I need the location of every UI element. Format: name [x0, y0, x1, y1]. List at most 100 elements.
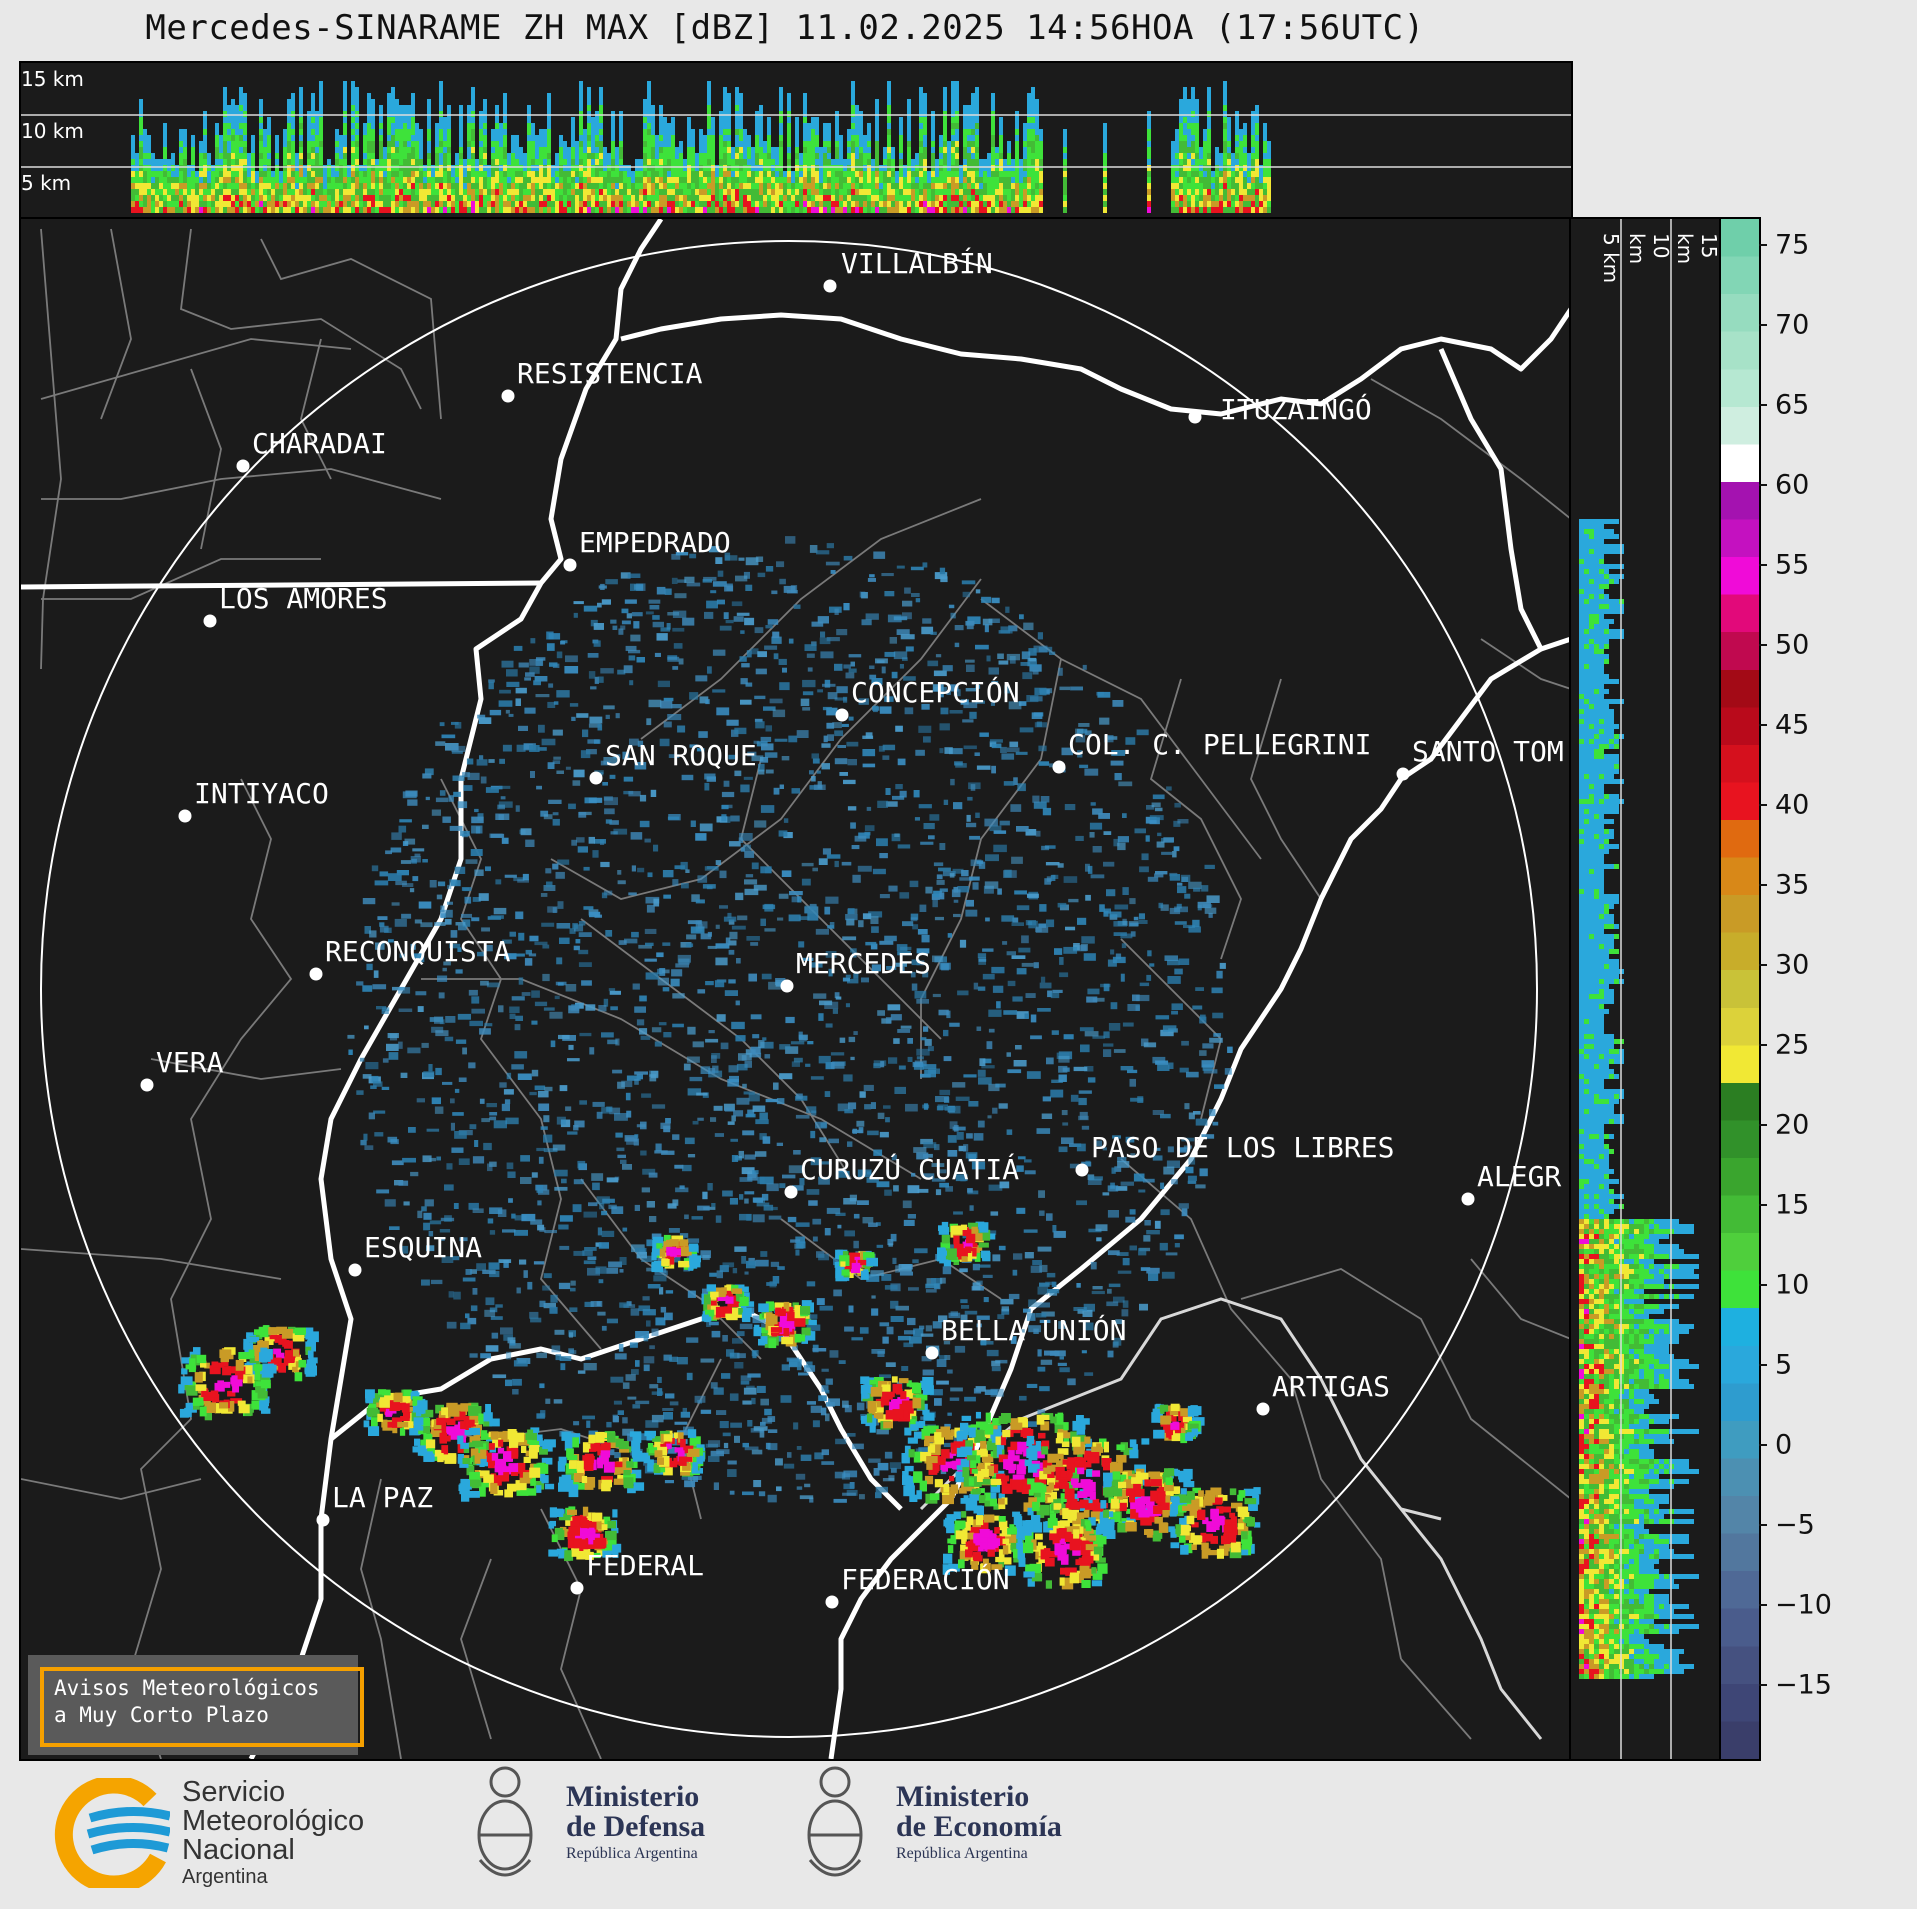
city-federal: FEDERAL [586, 1549, 705, 1582]
radar-echoes [178, 536, 1261, 1590]
city-paso-de-los-libres: PASO DE LOS LIBRES [1091, 1131, 1395, 1164]
colorbar-tick-mark [1759, 644, 1767, 646]
colorbar-tick-mark [1759, 484, 1767, 486]
colorbar-tick-mark [1759, 964, 1767, 966]
side-km-label-5: 5 km [1599, 233, 1623, 284]
city-dot [140, 1078, 154, 1092]
city-dot [835, 708, 849, 722]
colorbar-tick-label: 35 [1775, 869, 1810, 901]
colorbar-tick-label: 75 [1775, 229, 1810, 261]
colorbar-tick-label: −10 [1775, 1589, 1832, 1621]
colorbar-tick-mark [1759, 1284, 1767, 1286]
city-dot [1461, 1192, 1475, 1206]
colorbar [1719, 217, 1761, 1761]
colorbar-tick-mark [1759, 1124, 1767, 1126]
colorbar-tick-label: 15 [1775, 1189, 1810, 1221]
defensa-line-1: Ministerio [566, 1780, 700, 1813]
colorbar-tick-label: 65 [1775, 389, 1810, 421]
city-reconquista: RECONQUISTA [325, 935, 511, 968]
city-dot [316, 1513, 330, 1527]
warning-box[interactable]: Avisos Meteorológicos a Muy Corto Plazo [28, 1655, 364, 1755]
city-dot [1075, 1163, 1089, 1177]
city-la-paz: LA PAZ [332, 1481, 434, 1514]
warning-line-2: a Muy Corto Plazo [54, 1703, 269, 1727]
economia-line-3: República Argentina [896, 1845, 1028, 1862]
city-dot [780, 979, 794, 993]
city-dot [825, 1595, 839, 1609]
defensa-line-3: República Argentina [566, 1845, 698, 1862]
side-km-label-15: 15 km [1673, 233, 1721, 265]
colorbar-tick-mark [1759, 1604, 1767, 1606]
side-km-label-10: 10 km [1625, 233, 1673, 265]
colorbar-tick-label: 45 [1775, 709, 1810, 741]
city-dot [1396, 767, 1410, 781]
top-km-label-5: 5 km [21, 171, 72, 195]
city-dot [501, 389, 515, 403]
defensa-logo: Ministerio de Defensa República Argentin… [470, 1760, 750, 1900]
colorbar-tick-label: −5 [1775, 1509, 1815, 1541]
smn-logo-icon [54, 1778, 170, 1888]
city-dot [925, 1346, 939, 1360]
colorbar-tick-label: 55 [1775, 549, 1810, 581]
colorbar-tick-label: 0 [1775, 1429, 1793, 1461]
economia-logo: Ministerio de Economía República Argenti… [800, 1760, 1100, 1900]
city-concepcion: CONCEPCIÓN [851, 676, 1020, 709]
colorbar-tick-label: 20 [1775, 1109, 1810, 1141]
colorbar-tick-mark [1759, 1684, 1767, 1686]
city-santo-tome: SANTO TOM [1412, 735, 1564, 768]
top-echo-svg [21, 81, 1571, 213]
colorbar-tick-mark [1759, 1364, 1767, 1366]
city-bella-union: BELLA UNIÓN [941, 1314, 1127, 1347]
top-cross-section-panel: 15 km 10 km 5 km [19, 61, 1573, 221]
city-villalbin: VILLALBÍN [841, 247, 993, 280]
city-intiyaco: INTIYACO [194, 777, 329, 810]
top-km-label-10: 10 km [21, 119, 84, 143]
city-dot [309, 967, 323, 981]
city-charadai: CHARADAI [252, 427, 387, 460]
side-echo-svg [1579, 219, 1699, 1759]
colorbar-tick-label: 50 [1775, 629, 1810, 661]
colorbar-tick-label: 40 [1775, 789, 1810, 821]
economia-line-2: de Economía [896, 1810, 1062, 1843]
city-curuzu-cuatia: CURUZÚ CUATIÁ [800, 1153, 1020, 1186]
colorbar-tick-mark [1759, 1524, 1767, 1526]
range-ring [40, 240, 1538, 1738]
river-lines [21, 219, 1571, 1759]
city-los-amores: LOS AMORES [219, 582, 388, 615]
colorbar-tick-mark [1759, 804, 1767, 806]
colorbar-tick-mark [1759, 724, 1767, 726]
city-dot [589, 771, 603, 785]
city-dot [563, 558, 577, 572]
city-ituzaingo: ITUZAINGÓ [1220, 393, 1372, 426]
city-dot [823, 279, 837, 293]
colorbar-tick-mark [1759, 1204, 1767, 1206]
city-dot [178, 809, 192, 823]
city-artigas: ARTIGAS [1272, 1370, 1391, 1403]
city-resistencia: RESISTENCIA [517, 357, 703, 390]
city-mercedes: MERCEDES [796, 947, 931, 980]
smn-line-2: Meteorológico [182, 1805, 365, 1837]
colorbar-tick-mark [1759, 564, 1767, 566]
colorbar-tick-mark [1759, 1444, 1767, 1446]
city-esquina: ESQUINA [364, 1231, 483, 1264]
city-dot [784, 1185, 798, 1199]
city-san-roque: SAN ROQUE [605, 739, 757, 772]
city-vera: VERA [156, 1046, 224, 1079]
city-col-pellegrini: COL. C. PELLEGRINI [1068, 728, 1372, 761]
top-km-label-15: 15 km [21, 67, 84, 91]
city-dot [1188, 410, 1202, 424]
colorbar-tick-label: 10 [1775, 1269, 1810, 1301]
colorbar-tick-label: −15 [1775, 1669, 1832, 1701]
colorbar-tick-mark [1759, 324, 1767, 326]
smn-line-1: Servicio [182, 1776, 286, 1808]
colorbar-tick-label: 60 [1775, 469, 1810, 501]
city-dot [348, 1263, 362, 1277]
city-dot [236, 459, 250, 473]
page-title: Mercedes-SINARAME ZH MAX [dBZ] 11.02.202… [145, 8, 1425, 48]
map-svg [21, 219, 1571, 1759]
radar-map[interactable]: VILLALBÍN RESISTENCIA CHARADAI ITUZAINGÓ… [19, 217, 1573, 1761]
side-cross-section-panel: 5 km 10 km 15 km [1569, 217, 1723, 1761]
city-dot [203, 614, 217, 628]
economia-line-1: Ministerio [896, 1780, 1030, 1813]
colorbar-tick-label: 5 [1775, 1349, 1793, 1381]
